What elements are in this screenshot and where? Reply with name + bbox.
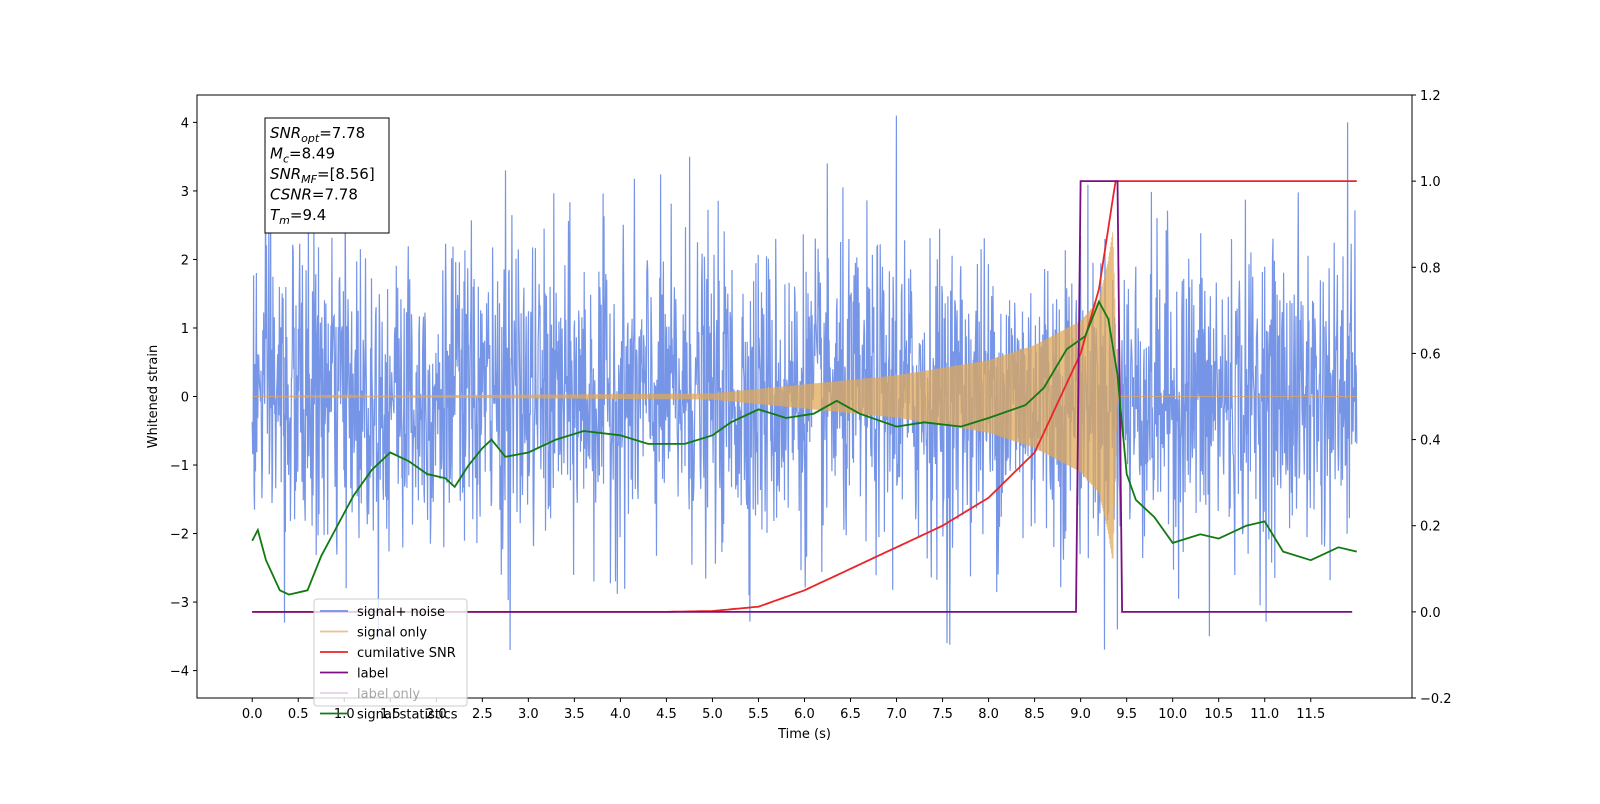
annotation-symbol: SNR [270,124,301,142]
x-tick-label: 1.0 [334,707,355,722]
annotation-subscript: c [283,153,289,166]
x-tick-label: 2.0 [426,707,447,722]
x-tick-label: 5.0 [702,707,723,722]
x-tick-label: 0.0 [242,707,263,722]
annotation-line: SNRopt=7.78 [270,124,365,145]
y-tick-label: 3 [181,185,189,200]
y-right-tick-label: 1.0 [1420,175,1441,190]
y-tick-label: −2 [170,528,189,543]
y-right-tick-label: 0.4 [1420,434,1441,449]
y-tick-label: 1 [181,322,189,337]
x-tick-label: 5.5 [748,707,769,722]
annotation-line: Tm=9.4 [270,206,326,227]
annotation-value: =8.49 [289,145,335,163]
y-tick-label: −3 [170,596,189,611]
x-tick-label: 0.5 [288,707,309,722]
legend-entry: signal+ noise [357,605,445,620]
legend-frame [313,598,468,707]
x-tick-label: 7.5 [932,707,953,722]
annotation-box: SNRopt=7.78Mc=8.49SNRMF=[8.56]CSNR=7.78T… [264,117,390,234]
y-tick-label: −1 [170,459,189,474]
y-axis-label: Whitened strain [146,345,161,448]
annotation-subscript: MF [301,173,317,186]
y-tick-label: −4 [170,665,189,680]
x-tick-label: 7.0 [886,707,907,722]
annotation-line: Mc=8.49 [270,145,335,166]
x-tick-label: 8.0 [978,707,999,722]
legend-entry: cumilative SNR [357,646,456,661]
legend-entry: signal only [357,626,427,641]
y-right-tick-label: 0.2 [1420,520,1441,535]
x-tick-label: 8.5 [1024,707,1045,722]
annotation-value: =7.78 [312,186,358,204]
legend-entry: signal statistics [357,708,458,723]
series-signal-noise-line [251,115,1358,651]
series-label-line [252,180,1353,613]
x-tick-label: 6.5 [840,707,861,722]
x-tick-label: 11.5 [1296,707,1325,722]
series-group [251,115,1358,651]
series-layer [251,115,1358,651]
x-tick-label: 4.0 [610,707,631,722]
annotation-symbol: CSNR [270,186,312,204]
x-tick-label: 11.0 [1250,707,1279,722]
legend-entry: label [357,667,388,682]
annotation-value: =9.4 [290,206,326,224]
series-cumulative-snr-line [252,180,1357,613]
series-signal-only-line [252,232,1357,559]
annotation-subscript: m [279,214,290,227]
series-signal-statistics-line [251,299,1358,596]
x-tick-label: 10.0 [1158,707,1187,722]
annotation-value: =[8.56] [317,165,375,183]
legend-entry: label only [357,687,420,702]
y-tick-label: 2 [181,253,189,268]
axes-layer: 0.0 0.5 1.0 1.5 2.0 2.5 3.0 3.5 4.0 4.5 5.0 5.5 6.0 6… [146,89,1452,742]
x-tick-label: 9.5 [1116,707,1137,722]
annotation-symbol: SNR [270,165,301,183]
y-right-tick-label: −0.2 [1420,692,1452,707]
x-tick-label: 3.0 [518,707,539,722]
x-tick-label: 9.0 [1070,707,1091,722]
x-tick-label: 1.5 [380,707,401,722]
y-right-tick-label: 0.8 [1420,261,1441,276]
y-tick-label: 0 [181,391,189,406]
x-tick-label: 2.5 [472,707,493,722]
legend: signal+ noise signal only cumilative SNR la… [313,598,468,723]
x-tick-label: 4.5 [656,707,677,722]
annotation-line: SNRMF=[8.56] [270,165,375,186]
y-right-tick-label: 0.6 [1420,347,1441,362]
x-axis-label: Time (s) [777,727,831,742]
x-tick-label: 10.5 [1204,707,1233,722]
annotation-line: CSNR=7.78 [270,186,358,204]
x-tick-label: 6.0 [794,707,815,722]
annotation-box-frame [264,117,390,234]
annotation-subscript: opt [301,132,320,145]
y-right-tick-label: 1.2 [1420,89,1441,104]
annotation-symbol: T [270,206,281,224]
y-tick-label: 4 [181,116,189,131]
y-right-tick-label: 0.0 [1420,606,1441,621]
annotation-symbol: M [270,145,283,163]
x-tick-label: 3.5 [564,707,585,722]
annotation-value: =7.78 [319,124,365,142]
